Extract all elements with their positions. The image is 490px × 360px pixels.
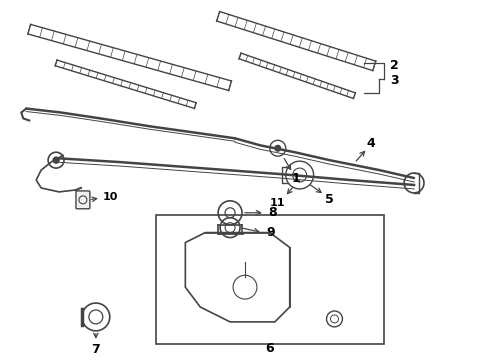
Text: 8: 8	[269, 206, 277, 219]
Circle shape	[53, 157, 59, 163]
Text: 6: 6	[266, 342, 274, 355]
Text: 2: 2	[390, 59, 398, 72]
Text: 10: 10	[103, 192, 119, 202]
Text: 4: 4	[367, 137, 376, 150]
Text: 11: 11	[270, 198, 286, 208]
Text: 5: 5	[325, 193, 334, 206]
Text: 3: 3	[390, 74, 398, 87]
FancyBboxPatch shape	[76, 191, 90, 209]
Text: 1: 1	[292, 171, 300, 185]
Text: 7: 7	[92, 343, 100, 356]
Bar	[155, 215, 384, 344]
Text: 9: 9	[267, 226, 275, 239]
Circle shape	[275, 145, 281, 151]
